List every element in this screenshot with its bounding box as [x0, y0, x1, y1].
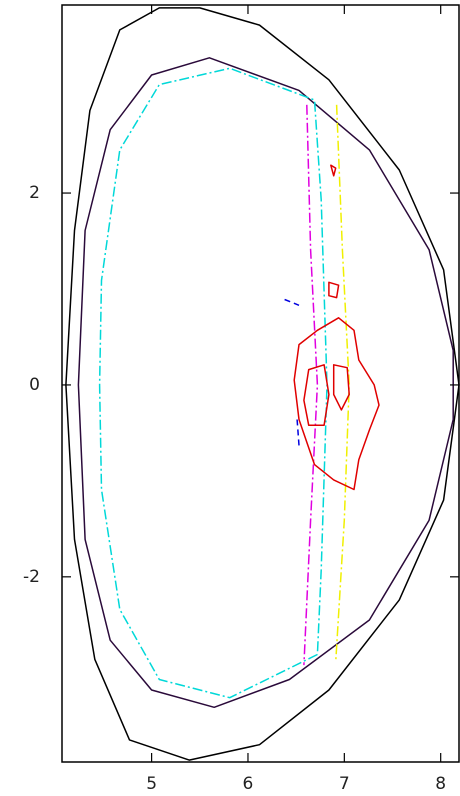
y-tick-label: 0: [29, 375, 40, 395]
y-tick-label: -2: [23, 567, 40, 587]
x-tick-label: 5: [146, 774, 157, 794]
contour-line: [303, 104, 319, 666]
x-tick-label: 6: [243, 774, 254, 794]
x-tick-label: 8: [435, 774, 446, 794]
contour-line: [303, 364, 330, 426]
contour-line: [65, 7, 460, 761]
contour-line: [332, 364, 350, 411]
contour-line: [98, 67, 328, 699]
contour-line: [330, 164, 337, 177]
contour-line: [328, 281, 340, 299]
contour-line: [293, 317, 380, 491]
x-tick-label: 7: [339, 774, 350, 794]
contour-line: [77, 57, 454, 709]
y-tick-label: 2: [29, 183, 40, 203]
contour-line: [284, 298, 300, 306]
contour-line: [334, 104, 350, 663]
plot-frame: [61, 4, 460, 763]
contour-line: [296, 419, 300, 446]
